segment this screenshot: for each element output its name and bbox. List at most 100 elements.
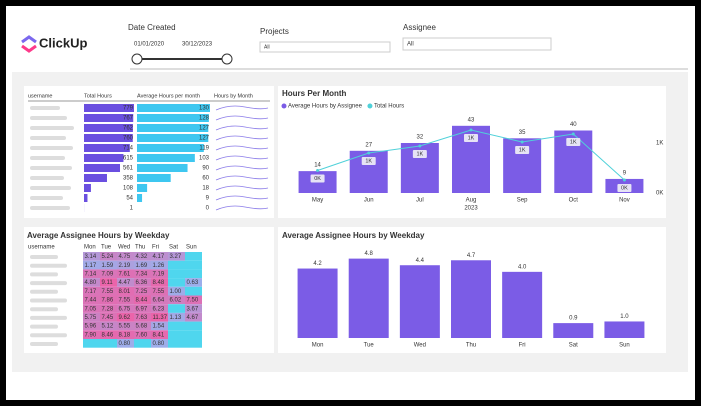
username-blur <box>30 186 71 190</box>
data-bar <box>137 104 210 112</box>
label-box <box>310 174 325 183</box>
heat-cell <box>185 286 202 296</box>
heat-cell <box>185 269 202 279</box>
column-header: Total Hours <box>84 93 112 99</box>
date-start[interactable]: 01/01/2020 <box>134 42 165 48</box>
cell: 7.55 <box>102 289 114 295</box>
data-label: 0.9 <box>569 316 578 322</box>
heat-cell <box>151 330 168 339</box>
cell: 1.54 <box>153 324 165 330</box>
heat-cell <box>134 269 151 279</box>
cell: 7.19 <box>153 271 165 277</box>
data-label: 4.2 <box>313 261 322 267</box>
heat-cell <box>185 304 202 313</box>
cell: 7.61 <box>119 271 131 277</box>
slider-handle[interactable] <box>131 53 143 65</box>
cell: 1.26 <box>153 263 165 269</box>
cell: 9.11 <box>102 280 114 286</box>
cell: 7.34 <box>136 271 148 277</box>
cell: 8.18 <box>119 332 131 338</box>
heat-cell <box>185 260 202 270</box>
sparkline <box>215 165 269 171</box>
username-blur <box>30 342 58 346</box>
sparkline <box>215 135 269 141</box>
cell: 11.37 <box>153 315 168 321</box>
cell: 7.05 <box>85 306 97 312</box>
heat-cell <box>151 312 168 322</box>
chart-title: Average Assignee Hours by Weekday <box>282 231 425 240</box>
cell: 1.69 <box>136 263 148 269</box>
column-header: Mon <box>84 245 96 251</box>
cell: 103 <box>199 156 210 162</box>
column-header: Sat <box>169 245 178 251</box>
data-label: 1K <box>365 158 372 164</box>
heat-cell <box>134 252 151 261</box>
dropdown[interactable] <box>259 41 391 53</box>
cell: 6.36 <box>136 280 148 286</box>
bar <box>502 271 543 338</box>
dropdown[interactable] <box>402 37 552 51</box>
heat-cell <box>151 339 168 348</box>
heat-cell <box>100 278 117 287</box>
line-point <box>367 151 371 155</box>
cell: 7.86 <box>102 298 114 304</box>
line-point <box>469 128 473 132</box>
data-label: 4.0 <box>518 264 527 270</box>
heat-cell <box>134 339 151 348</box>
cell: 5.75 <box>85 315 97 321</box>
sparkline <box>215 105 269 111</box>
column-header: username <box>28 93 52 99</box>
heat-cell <box>134 304 151 313</box>
username-blur <box>30 289 58 294</box>
username-blur <box>30 333 67 338</box>
heat-cell <box>117 269 134 279</box>
legend-swatch <box>281 103 287 109</box>
column-header: Tue <box>101 245 112 251</box>
cell: 108 <box>123 186 134 192</box>
heat-cell <box>134 312 151 322</box>
column-header: Sun <box>186 245 197 251</box>
cell: 8.44 <box>136 298 148 304</box>
cell: 3.27 <box>170 254 182 260</box>
x-tick-label: May <box>312 198 323 204</box>
username-blur <box>30 307 58 312</box>
cell: 760 <box>123 136 134 142</box>
cell: 5.12 <box>102 324 114 330</box>
x-tick-label: Fri <box>519 343 526 349</box>
username-blur <box>30 106 60 110</box>
x-tick-label: Sep <box>517 198 528 204</box>
cell: 779 <box>123 106 134 112</box>
cell: 7.25 <box>136 289 148 295</box>
table-title: Average Assignee Hours by Weekday <box>27 231 170 240</box>
heat-cell <box>117 330 134 339</box>
heat-cell <box>117 312 134 322</box>
username-blur <box>30 146 73 150</box>
data-bar <box>84 194 88 202</box>
cell: 9.62 <box>119 315 131 321</box>
cell: 7.17 <box>85 289 97 295</box>
column-header: Thu <box>135 245 145 251</box>
heat-cell <box>100 252 117 261</box>
cell: 358 <box>123 176 134 182</box>
cell: 5.55 <box>119 324 131 330</box>
username-blur <box>30 196 63 200</box>
username-blur <box>30 255 58 259</box>
cell: 8.01 <box>119 289 131 295</box>
heat-cell <box>168 339 185 348</box>
heat-cell <box>185 330 202 339</box>
cell: 4.17 <box>153 254 165 260</box>
heat-cell <box>168 321 185 331</box>
data-label: 1K <box>570 139 577 145</box>
cell: 0.80 <box>153 341 165 347</box>
cell: 7.14 <box>85 271 97 277</box>
x-tick-label: Nov <box>619 198 630 204</box>
heat-cell <box>185 295 202 305</box>
date-end[interactable]: 30/12/2023 <box>182 42 213 48</box>
heat-cell <box>151 252 168 261</box>
cell: 6.23 <box>153 306 165 312</box>
heat-cell <box>117 321 134 331</box>
x-tick-label: Jul <box>416 198 424 204</box>
slider-handle[interactable] <box>221 53 233 65</box>
data-label: 1K <box>519 147 526 153</box>
